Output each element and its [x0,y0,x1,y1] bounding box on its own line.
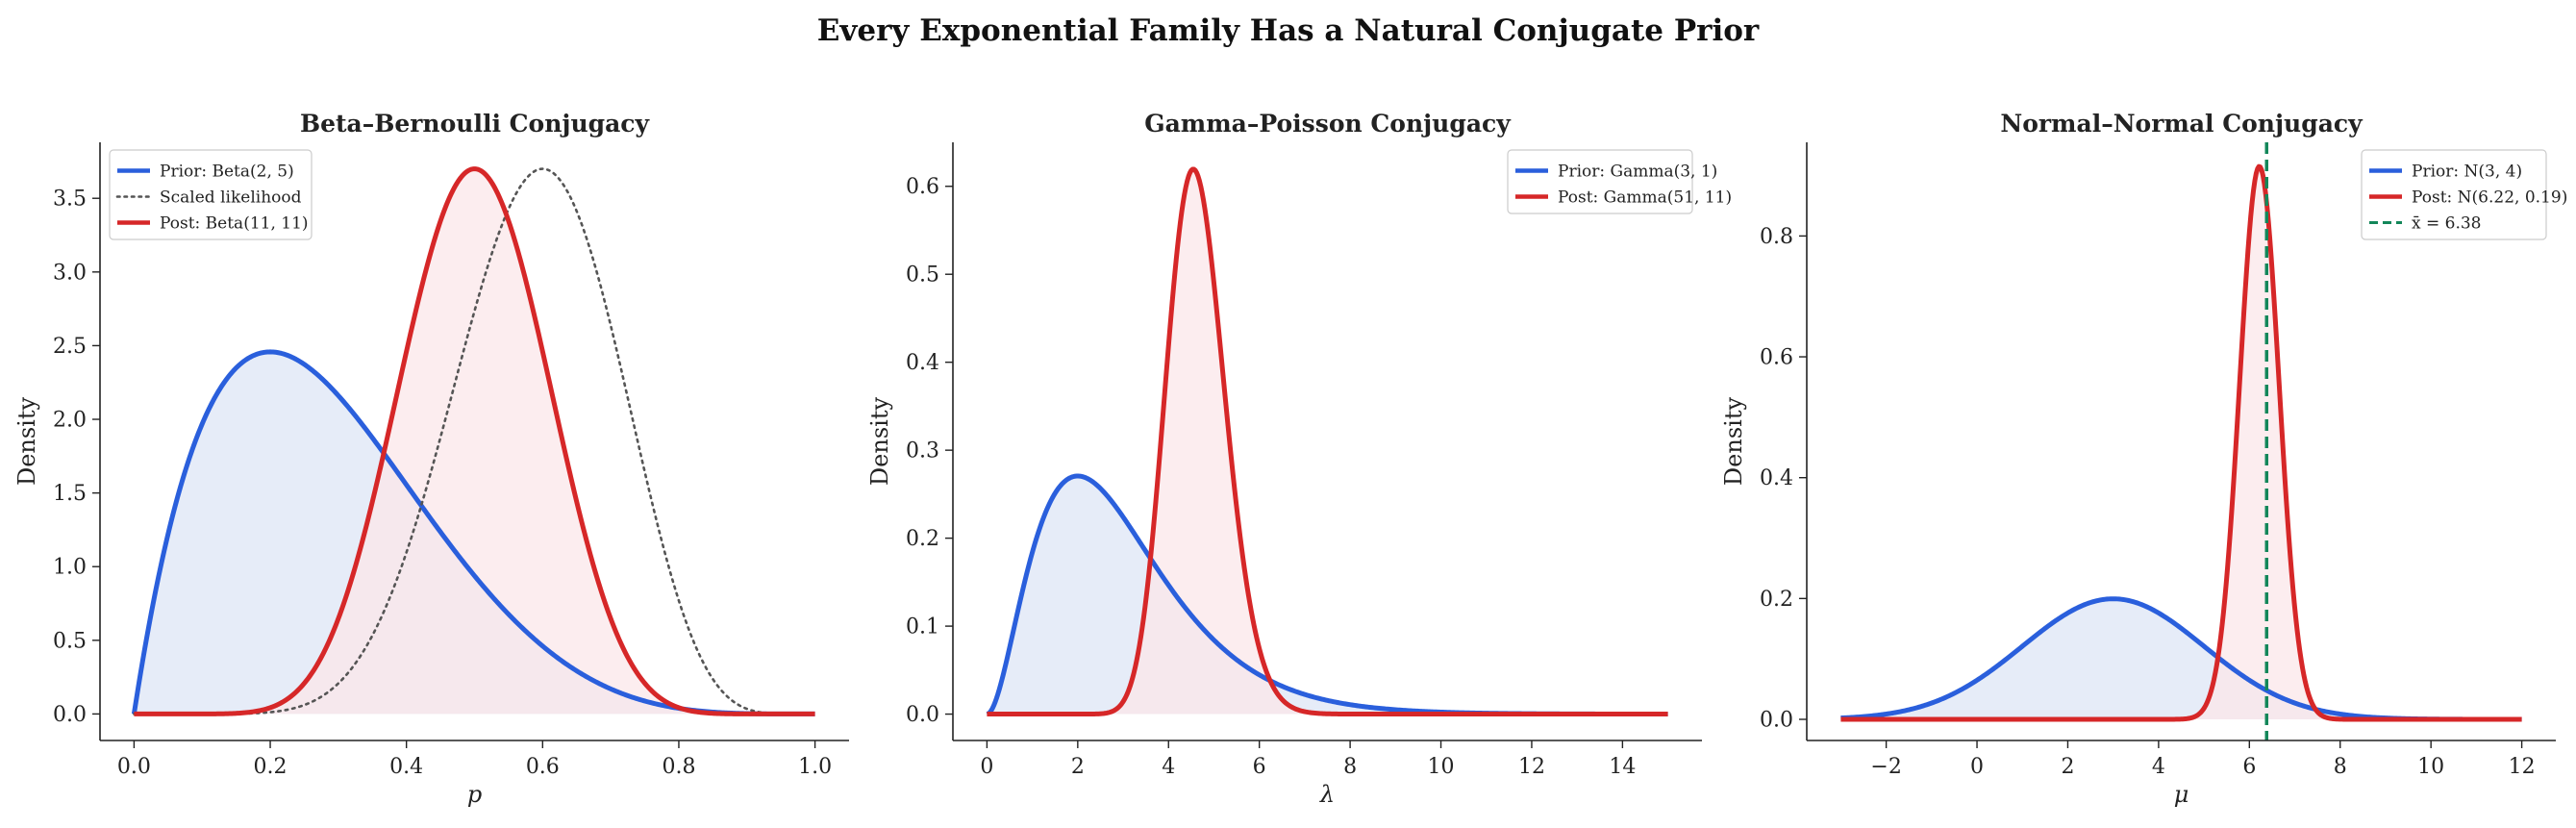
chart-title: Beta–Bernoulli Conjugacy [300,110,651,138]
y-tick-label: 2.0 [53,409,87,433]
chart-panel-1: 0.0 0.2 0.4 0.6 0.8 1.0 0.0 0.5 1.0 1.5 2.0 2.5 3.0 3… [13,110,849,808]
y-tick-label: 3.5 [53,188,87,212]
y-tick-label: 0.4 [1760,466,1793,490]
series-fill-prior [1840,598,2522,720]
y-axis-label: Density [13,397,40,487]
x-tick-label: 6 [1253,755,1266,779]
series-fill-prior [134,351,815,715]
y-tick-label: 0.1 [906,615,939,640]
legend-label: Prior: N(3, 4) [2412,163,2522,182]
legend-label: Prior: Gamma(3, 1) [1558,163,1717,182]
x-tick-label: 2 [1071,755,1085,779]
x-axis-label: μ [2174,781,2189,808]
y-tick-label: 0.3 [906,439,939,464]
x-tick-label: 6 [2242,755,2256,779]
y-tick-label: 2.5 [53,335,87,359]
y-tick-label: 0.4 [906,351,939,375]
y-tick-label: 0.0 [906,703,939,727]
series-fill-prior [987,475,1668,715]
legend-label: Post: Gamma(51, 11) [1558,188,1732,208]
y-tick-label: 0.6 [1760,346,1793,370]
x-tick-label: 4 [1162,755,1175,779]
legend-label: Post: Beta(11, 11) [160,214,309,234]
x-tick-label: 0.0 [117,755,151,779]
y-tick-label: 0.5 [53,629,87,653]
figure-title: Every Exponential Family Has a Natural C… [816,13,1760,48]
x-tick-label: 2 [2061,755,2074,779]
x-tick-label: −2 [1870,755,1901,779]
x-tick-label: 4 [2152,755,2165,779]
series-line-posterior [133,166,816,716]
chart-title: Gamma–Poisson Conjugacy [1144,110,1512,138]
series-line-posterior [986,166,1669,717]
legend-box [1507,149,1693,214]
x-tick-label: 0 [1970,755,1984,779]
chart-panel-3: −2 0 2 4 6 8 10 12 0.0 0.2 0.4 0.6 0.8 Normal–Normal … [1720,110,2567,808]
series-fill-posterior [134,168,815,715]
y-tick-label: 3.0 [53,261,87,285]
x-axis-label: p [467,781,482,808]
series-line-posterior [1839,163,2523,722]
x-tick-label: 14 [1609,755,1636,779]
x-axis-label: λ [1319,781,1335,808]
y-tick-label: 0.8 [1760,225,1793,249]
x-tick-label: 12 [1518,755,1545,779]
x-tick-label: 0.2 [254,755,288,779]
x-tick-label: 10 [2417,755,2444,779]
y-axis-label: Density [1720,397,1747,487]
y-tick-label: 1.0 [53,556,87,580]
x-tick-label: 0 [980,755,993,779]
y-tick-label: 0.6 [906,175,939,199]
x-tick-label: 0.6 [526,755,560,779]
y-tick-label: 1.5 [53,482,87,506]
y-tick-label: 0.0 [53,703,87,727]
legend-box [2361,149,2547,240]
legend-label: x̄ = 6.38 [2412,214,2482,234]
legend: Prior: Beta(2, 5) Scaled likelihood Post: … [109,149,313,240]
x-tick-label: 8 [2334,755,2347,779]
x-tick-label: 1.0 [798,755,832,779]
y-tick-label: 0.2 [1760,588,1793,612]
legend-label: Post: N(6.22, 0.19) [2412,188,2567,208]
x-tick-label: 12 [2509,755,2536,779]
chart-panel-2: 0 2 4 6 8 10 12 14 0.0 0.1 0.2 0.3 0.4 0.5 0.6 Gamma–Po… [866,110,1732,808]
x-tick-label: 0.8 [662,755,695,779]
x-tick-label: 0.4 [389,755,423,779]
y-tick-label: 0.0 [1760,709,1793,733]
y-axis-label: Density [866,397,893,487]
chart-title: Normal–Normal Conjugacy [2000,110,2363,138]
y-tick-label: 0.2 [906,527,939,551]
legend: Prior: N(3, 4) Post: N(6.22, 0.19) x̄ = 6.… [2361,149,2567,240]
legend: Prior: Gamma(3, 1) Post: Gamma(51, 11) [1507,149,1732,214]
x-tick-label: 8 [1343,755,1357,779]
legend-box [109,149,313,240]
legend-label: Scaled likelihood [160,188,302,208]
legend-label: Prior: Beta(2, 5) [160,163,294,182]
series-fill-posterior [987,168,1668,715]
y-tick-label: 0.5 [906,263,939,288]
x-tick-label: 10 [1428,755,1455,779]
